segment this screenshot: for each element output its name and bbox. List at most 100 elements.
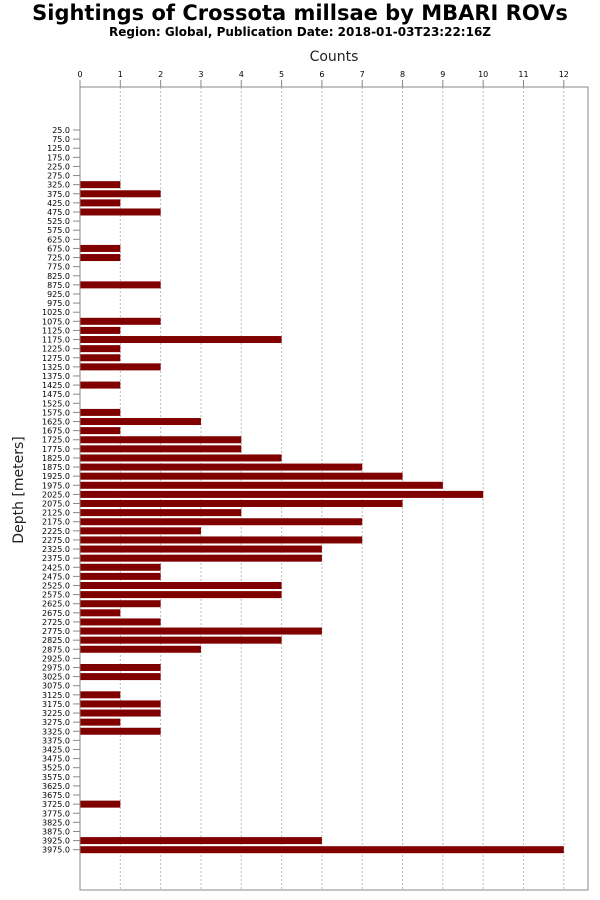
y-axis-title: Depth [meters]	[11, 436, 27, 543]
y-tick-label: 2375.0	[42, 554, 70, 563]
y-tick-label: 2025.0	[42, 490, 70, 499]
y-tick-label: 1375.0	[42, 372, 70, 381]
bar	[80, 663, 161, 671]
bar	[80, 436, 242, 444]
bar	[80, 363, 161, 371]
x-tick-label: 0	[77, 70, 82, 79]
y-tick-label: 475.0	[47, 208, 70, 217]
y-tick-label: 3425.0	[42, 745, 70, 754]
x-tick-label: 6	[319, 70, 324, 79]
y-tick-label: 1075.0	[42, 317, 70, 326]
y-tick-label: 2225.0	[42, 527, 70, 536]
y-tick-label: 3825.0	[42, 818, 70, 827]
y-tick-label: 3475.0	[42, 755, 70, 764]
bar	[80, 408, 121, 416]
y-tick-label: 1675.0	[42, 427, 70, 436]
y-tick-label: 3775.0	[42, 809, 70, 818]
bar	[80, 545, 322, 553]
bar	[80, 472, 403, 480]
y-tick-label: 2275.0	[42, 536, 70, 545]
y-tick-label: 1725.0	[42, 436, 70, 445]
bar	[80, 463, 363, 471]
bar	[80, 354, 121, 362]
y-tick-label: 2325.0	[42, 545, 70, 554]
x-tick-label: 8	[400, 70, 405, 79]
y-tick-label: 3675.0	[42, 791, 70, 800]
y-tick-label: 1825.0	[42, 454, 70, 463]
y-tick-label: 1525.0	[42, 399, 70, 408]
bar	[80, 691, 121, 699]
bar	[80, 326, 121, 334]
y-tick-label: 2875.0	[42, 645, 70, 654]
y-tick-label: 525.0	[47, 217, 70, 226]
y-tick-label: 3575.0	[42, 773, 70, 782]
bar	[80, 618, 161, 626]
bar	[80, 718, 121, 726]
y-tick-label: 125.0	[47, 144, 70, 153]
x-tick-labels: 0 1 2 3 4 5 6 7 8 9 10 11 12	[77, 70, 569, 87]
y-tick-label: 625.0	[47, 235, 70, 244]
y-tick-label: 3925.0	[42, 837, 70, 846]
y-tick-label: 925.0	[47, 290, 70, 299]
x-tick-label: 5	[279, 70, 284, 79]
bar	[80, 317, 161, 325]
bars	[80, 181, 564, 854]
bar	[80, 500, 403, 508]
bar	[80, 527, 201, 535]
y-tick-label: 3375.0	[42, 736, 70, 745]
y-tick-label: 325.0	[47, 181, 70, 190]
x-tick-label: 11	[518, 70, 528, 79]
y-tick-label: 3325.0	[42, 727, 70, 736]
bar	[80, 181, 121, 189]
x-tick-label: 12	[559, 70, 569, 79]
y-tick-label: 975.0	[47, 299, 70, 308]
y-tick-label: 2825.0	[42, 636, 70, 645]
y-tick-label: 2125.0	[42, 509, 70, 518]
bar	[80, 636, 282, 644]
bar	[80, 254, 121, 262]
y-tick-label: 1225.0	[42, 345, 70, 354]
y-tick-label: 1175.0	[42, 336, 70, 345]
bar	[80, 645, 201, 653]
x-tick-label: 7	[360, 70, 365, 79]
y-tick-label: 1275.0	[42, 354, 70, 363]
y-tick-label: 2475.0	[42, 572, 70, 581]
y-tick-label: 25.0	[52, 126, 70, 135]
y-tick-label: 575.0	[47, 226, 70, 235]
bar	[80, 563, 161, 571]
bar	[80, 199, 121, 207]
y-tick-label: 3025.0	[42, 673, 70, 682]
bar	[80, 846, 564, 854]
y-tick-label: 2775.0	[42, 627, 70, 636]
y-tick-label: 2925.0	[42, 654, 70, 663]
bar	[80, 490, 484, 498]
bar	[80, 673, 161, 681]
y-tick-label: 2175.0	[42, 518, 70, 527]
bar	[80, 727, 161, 735]
y-tick-label: 675.0	[47, 244, 70, 253]
bar	[80, 445, 242, 453]
bar	[80, 700, 161, 708]
y-tick-label: 2975.0	[42, 663, 70, 672]
y-tick-label: 875.0	[47, 281, 70, 290]
x-tick-label: 9	[440, 70, 445, 79]
x-tick-label: 2	[158, 70, 163, 79]
y-tick-label: 1125.0	[42, 326, 70, 335]
y-tick-label: 3725.0	[42, 800, 70, 809]
bar	[80, 591, 282, 599]
bar	[80, 244, 121, 252]
y-tick-label: 825.0	[47, 272, 70, 281]
bar	[80, 481, 443, 489]
bar	[80, 336, 282, 344]
plot-frame	[79, 86, 589, 891]
bar	[80, 509, 242, 517]
y-tick-label: 1625.0	[42, 418, 70, 427]
y-tick-label: 175.0	[47, 153, 70, 162]
y-tick-label: 3175.0	[42, 700, 70, 709]
y-tick-label: 2625.0	[42, 600, 70, 609]
bar	[80, 190, 161, 198]
y-tick-label: 1575.0	[42, 408, 70, 417]
bar	[80, 381, 121, 389]
y-tick-label: 2575.0	[42, 591, 70, 600]
